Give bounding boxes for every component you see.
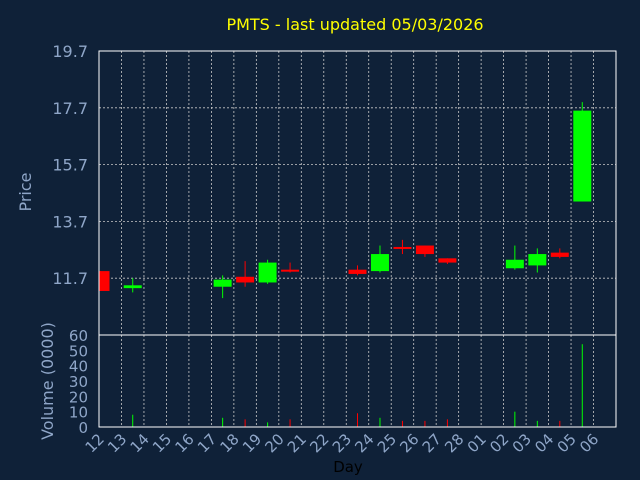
candle-body [415,245,434,255]
candle-body [550,252,569,257]
chart-title: PMTS - last updated 05/03/2026 [226,15,483,34]
volume-panel-frame [98,334,617,428]
candle-layer [99,102,592,299]
volume-tick-label: 20 [69,388,88,406]
volume-tick-label: 60 [69,327,88,345]
candle-body [213,279,232,287]
volume-tick-label: 40 [69,358,88,376]
candle-body [438,258,457,263]
candle-body [393,246,412,249]
candle-body [370,254,389,272]
volume-tick-label: 30 [69,373,88,391]
candle-body [123,285,142,289]
candle-body [505,259,524,269]
candle-body [573,110,592,202]
price-tick-label: 15.7 [52,156,88,175]
price-tick-label: 11.7 [52,269,88,288]
volume-tick-label: 50 [69,342,88,360]
candle-body [348,269,367,274]
candle-body [99,271,110,291]
price-tick-label: 17.7 [52,99,88,118]
volume-axis-label: Volume (0000) [38,322,57,440]
candle-body [258,262,277,283]
volume-tick-label: 10 [69,404,88,422]
volume-tick-label: 0 [78,419,88,437]
volume-layer [132,344,583,427]
price-tick-label: 13.7 [52,212,88,231]
candle-body [528,254,547,266]
x-axis-label: Day [333,458,363,476]
price-axis-label: Price [16,172,35,211]
candle-body [236,276,255,283]
grid-layer [99,51,616,427]
candle-body [281,269,300,272]
price-tick-label: 19.7 [52,42,88,61]
